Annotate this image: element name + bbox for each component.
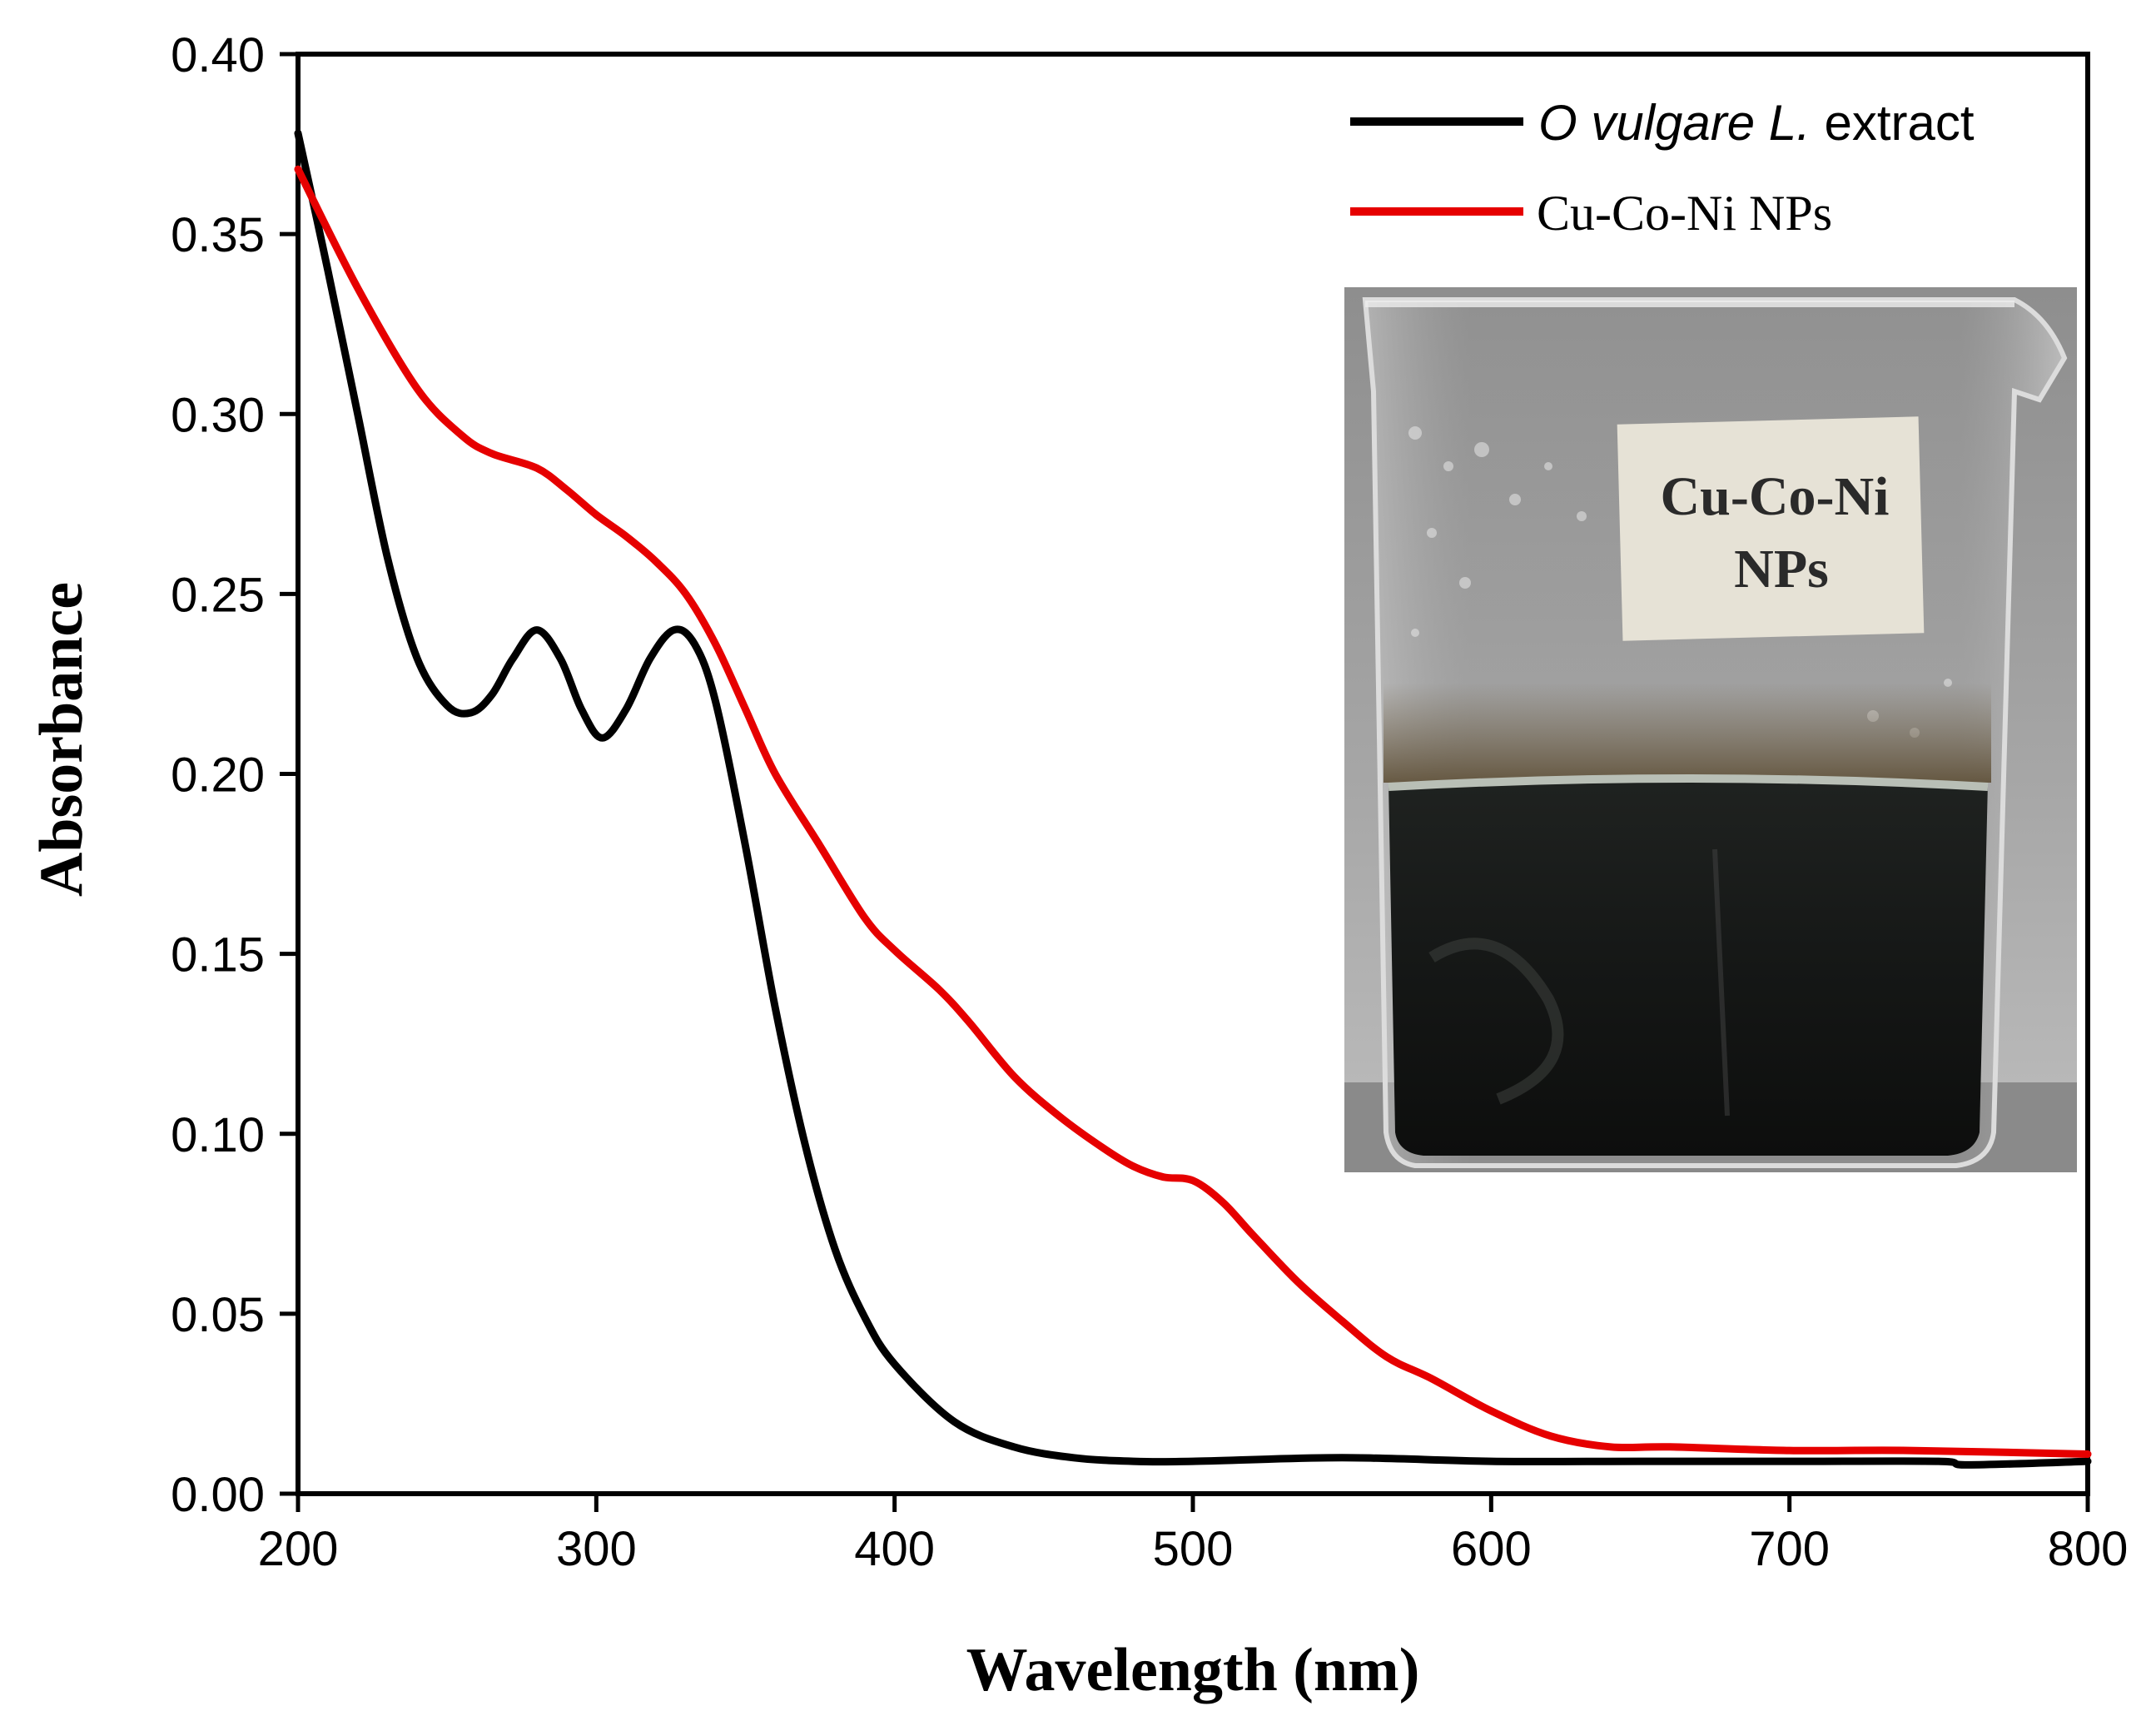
beaker-label xyxy=(1617,416,1925,641)
x-tick-label: 500 xyxy=(1153,1522,1234,1576)
x-tick-label: 300 xyxy=(556,1522,637,1576)
series-layer xyxy=(294,129,2092,1469)
y-axis: 0.00 0.05 0.10 0.15 0.20 0.25 0.30 0.35 0.40 xyxy=(171,28,298,1522)
x-tick-label: 800 xyxy=(2048,1522,2129,1576)
inset-label-line1: Cu-Co-Ni xyxy=(1661,466,1890,527)
beaker-liquid xyxy=(1388,783,1988,1156)
y-tick-label: 0.35 xyxy=(171,208,265,262)
x-tick-label: 600 xyxy=(1451,1522,1532,1576)
x-tick-label: 700 xyxy=(1749,1522,1830,1576)
y-tick-label: 0.20 xyxy=(171,749,265,803)
y-tick-label: 0.15 xyxy=(171,928,265,982)
inset-photo: Cu-Co-Ni NPs xyxy=(1344,287,2077,1172)
y-tick-label: 0.40 xyxy=(171,28,265,82)
y-tick-label: 0.10 xyxy=(171,1108,265,1162)
y-tick-label: 0.00 xyxy=(171,1468,265,1522)
x-tick-label: 400 xyxy=(854,1522,935,1576)
x-axis: 200 300 400 500 600 700 800 xyxy=(258,1494,2129,1576)
legend-label-nps: Cu-Co-Ni NPs xyxy=(1537,186,1832,241)
legend: O vulgare L. extract Cu-Co-Ni NPs xyxy=(1350,95,1975,241)
x-tick-label: 200 xyxy=(258,1522,339,1576)
y-tick-label: 0.25 xyxy=(171,568,265,622)
series-line-extract xyxy=(294,129,2092,1469)
legend-label-extract: O vulgare L. extract xyxy=(1538,95,1975,151)
y-tick-label: 0.05 xyxy=(171,1288,265,1342)
series-line-nps xyxy=(294,165,2092,1458)
x-axis-title: Wavelength (nm) xyxy=(966,1636,1420,1704)
y-tick-label: 0.30 xyxy=(171,388,265,442)
inset-label-line2: NPs xyxy=(1734,539,1829,599)
y-axis-title: Absorbance xyxy=(27,582,96,897)
